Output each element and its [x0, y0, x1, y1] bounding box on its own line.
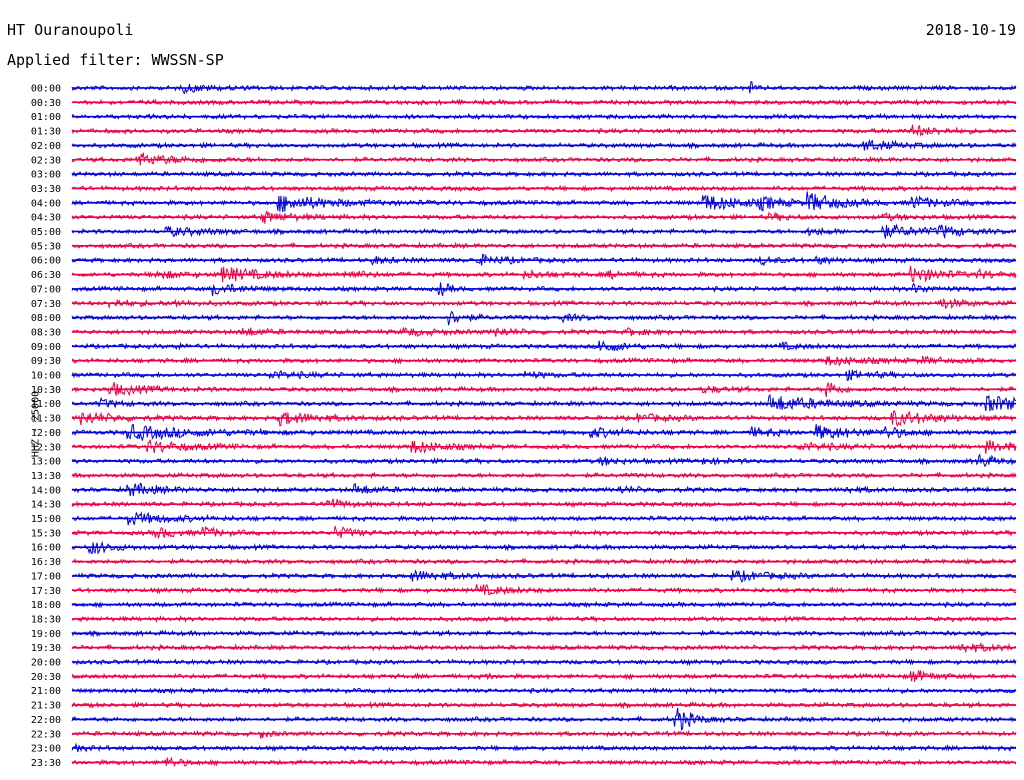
row-time-label: 01:00 — [31, 112, 61, 123]
row-time-label: 21:30 — [31, 701, 61, 712]
row-time-label: 04:00 — [31, 198, 61, 209]
record-date: 2018-10-19 — [925, 21, 1016, 39]
row-time-label: 08:00 — [31, 313, 61, 324]
row-time-label: 16:30 — [31, 557, 61, 568]
row-time-label: 23:30 — [31, 758, 61, 769]
row-time-label: 14:30 — [31, 500, 61, 511]
row-time-label: 11:00 — [31, 399, 61, 410]
seismic-trace — [71, 191, 1017, 213]
row-time-label: 18:30 — [31, 614, 61, 625]
row-time-label: 12:30 — [31, 442, 61, 453]
row-time-label: 06:00 — [31, 256, 61, 267]
row-time-label: 20:30 — [31, 672, 61, 683]
row-time-label: 03:00 — [31, 170, 61, 181]
row-time-label: 21:00 — [31, 686, 61, 697]
row-time-label: 00:00 — [31, 84, 61, 95]
row-time-label: 15:00 — [31, 514, 61, 525]
row-time-label: 13:30 — [31, 471, 61, 482]
row-time-label: 16:00 — [31, 543, 61, 554]
row-time-label: 09:30 — [31, 356, 61, 367]
seismic-trace — [71, 657, 1017, 667]
row-time-label: 19:30 — [31, 643, 61, 654]
row-time-label: 09:00 — [31, 342, 61, 353]
row-time-label: 01:30 — [31, 127, 61, 138]
seismic-trace — [71, 310, 1017, 326]
row-time-label: 17:00 — [31, 571, 61, 582]
row-time-label: 13:00 — [31, 457, 61, 468]
row-time-label: 14:00 — [31, 485, 61, 496]
seismic-trace — [71, 124, 1017, 137]
row-time-label: 20:00 — [31, 658, 61, 669]
row-time-label: 15:30 — [31, 528, 61, 539]
filter-value: WWSSN-SP — [151, 51, 224, 69]
row-time-label: 05:00 — [31, 227, 61, 238]
row-time-label: 02:00 — [31, 141, 61, 152]
row-time-label: 23:00 — [31, 744, 61, 755]
filter-line: Applied filter: WWSSN-SP — [7, 51, 224, 69]
seismic-trace — [71, 81, 1017, 95]
row-time-label: 02:30 — [31, 155, 61, 166]
row-time-label: 17:30 — [31, 586, 61, 597]
row-time-label: 11:30 — [31, 414, 61, 425]
seismic-trace — [71, 498, 1017, 509]
row-time-label: 04:30 — [31, 213, 61, 224]
row-time-label: 19:00 — [31, 629, 61, 640]
row-time-label: 22:30 — [31, 729, 61, 740]
row-time-label: 07:30 — [31, 299, 61, 310]
row-time-label: 00:30 — [31, 98, 61, 109]
filter-prefix: Applied filter: — [7, 51, 152, 69]
station-name: HT Ouranoupoli — [7, 21, 134, 39]
row-time-label: 05:30 — [31, 241, 61, 252]
row-time-label: 03:30 — [31, 184, 61, 195]
seismic-trace — [71, 583, 1017, 596]
row-time-label: 12:00 — [31, 428, 61, 439]
row-time-label: 06:30 — [31, 270, 61, 281]
row-time-label: 08:30 — [31, 327, 61, 338]
row-time-label: 18:00 — [31, 600, 61, 611]
row-time-label: 10:30 — [31, 385, 61, 396]
row-time-label: 07:00 — [31, 284, 61, 295]
row-time-label: 10:00 — [31, 371, 61, 382]
seismic-trace — [71, 729, 1017, 739]
row-time-label: 22:00 — [31, 715, 61, 726]
seismic-trace — [71, 471, 1017, 480]
